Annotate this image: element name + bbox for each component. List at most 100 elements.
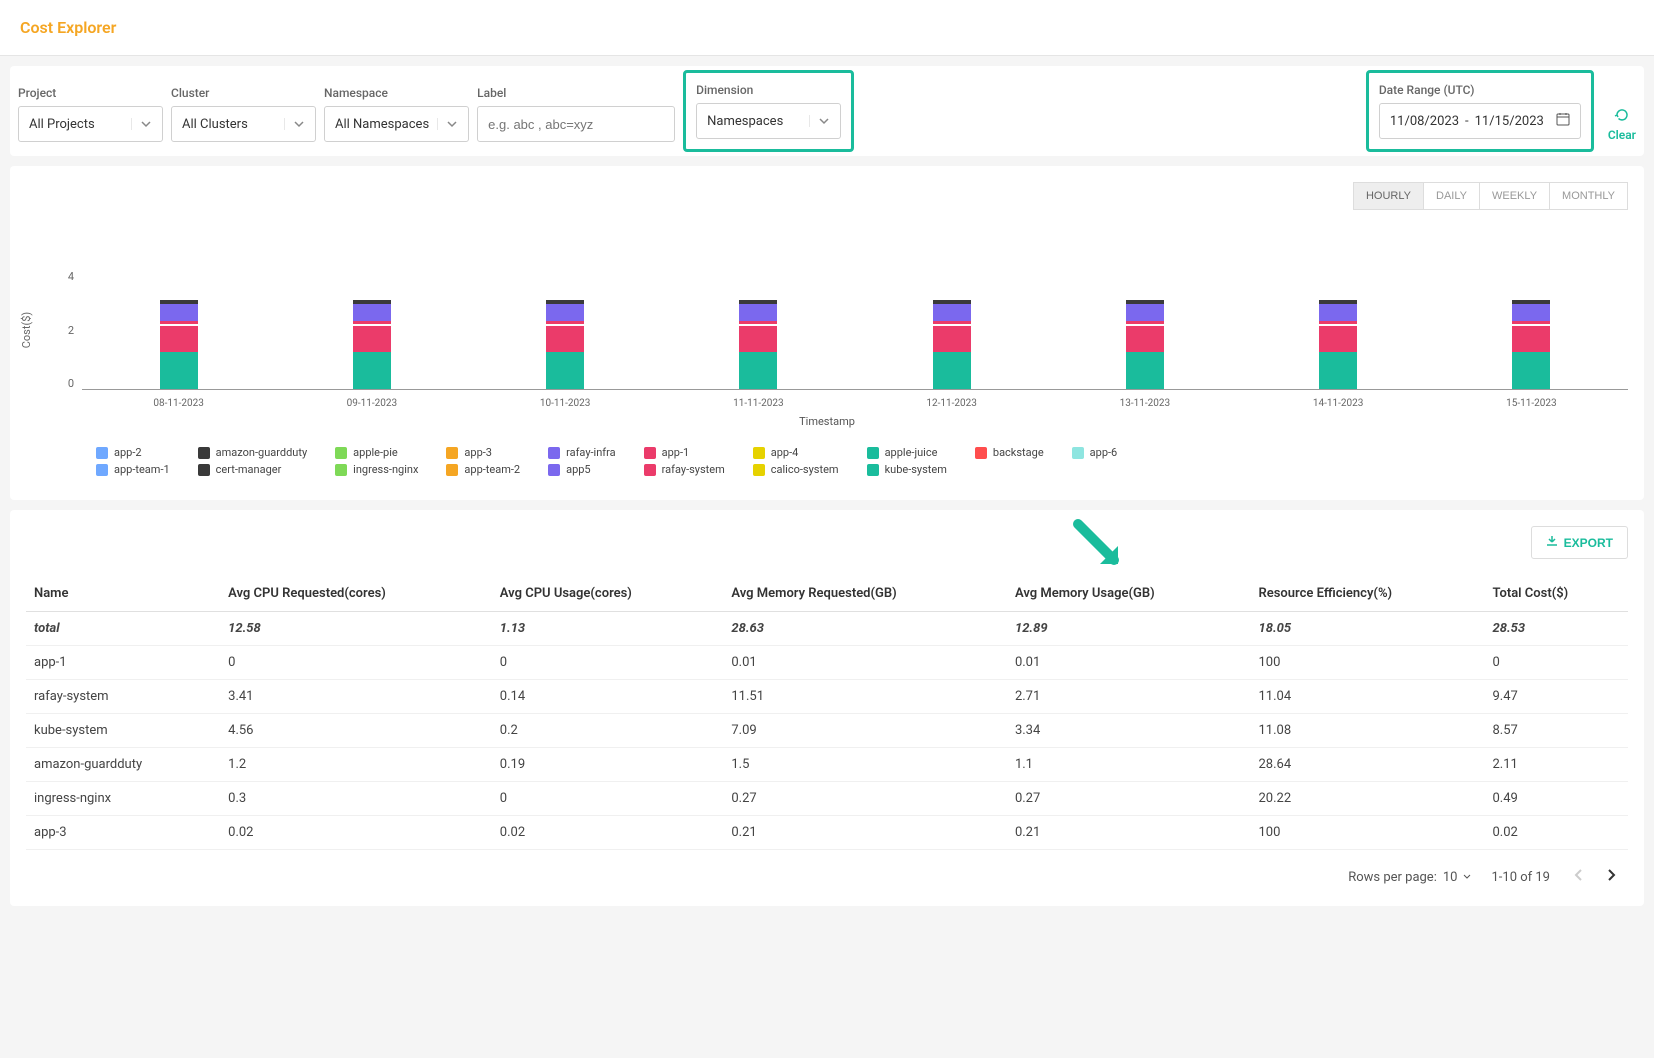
legend-item[interactable]: cert-manager: [198, 463, 308, 476]
table-cell: total: [26, 612, 220, 646]
dimension-select[interactable]: Namespaces: [696, 103, 841, 139]
namespace-select[interactable]: All Namespaces: [324, 106, 469, 142]
daterange-input[interactable]: 11/08/2023 - 11/15/2023: [1379, 103, 1581, 139]
legend-swatch: [96, 464, 108, 476]
y-axis: Cost($) 4 2 0: [26, 270, 82, 390]
table-cell: 100: [1250, 646, 1484, 680]
cluster-select[interactable]: All Clusters: [171, 106, 316, 142]
project-value: All Projects: [29, 117, 95, 132]
granularity-weekly[interactable]: WEEKLY: [1479, 182, 1550, 210]
project-select[interactable]: All Projects: [18, 106, 163, 142]
bars-row: [82, 270, 1628, 390]
table-header[interactable]: Avg Memory Usage(GB): [1007, 576, 1251, 612]
table-cell: 0: [1484, 646, 1628, 680]
bar-column: [1318, 300, 1358, 389]
legend-item[interactable]: backstage: [975, 446, 1044, 459]
bar-stack[interactable]: [739, 300, 777, 389]
bar-column: [159, 300, 199, 389]
legend-item[interactable]: amazon-guardduty: [198, 446, 308, 459]
bar-stack[interactable]: [546, 300, 584, 389]
table-cell: amazon-guardduty: [26, 748, 220, 782]
legend-label: app5: [566, 463, 591, 476]
cost-table: NameAvg CPU Requested(cores)Avg CPU Usag…: [26, 576, 1628, 850]
legend: app-2 app-team-1 amazon-guardduty cert-mana…: [26, 428, 1628, 484]
bar-segment: [1512, 304, 1550, 321]
rows-per-page[interactable]: Rows per page: 10: [1348, 870, 1471, 885]
legend-swatch: [335, 447, 347, 459]
granularity-monthly[interactable]: MONTHLY: [1549, 182, 1628, 210]
bar-stack[interactable]: [1126, 300, 1164, 389]
legend-item[interactable]: app5: [548, 463, 616, 476]
filter-label: Label: [477, 86, 675, 100]
bar-stack[interactable]: [933, 300, 971, 389]
legend-item[interactable]: apple-juice: [867, 446, 947, 459]
table-cell: 0.27: [1007, 782, 1251, 816]
legend-item[interactable]: app-6: [1072, 446, 1118, 459]
table-row: total12.581.1328.6312.8918.0528.53: [26, 612, 1628, 646]
bar-segment: [1512, 326, 1550, 352]
legend-label: cert-manager: [216, 463, 282, 476]
table-cell: app-3: [26, 816, 220, 850]
granularity-hourly[interactable]: HOURLY: [1353, 182, 1424, 210]
bar-stack[interactable]: [1319, 300, 1357, 389]
next-page-button[interactable]: [1602, 864, 1620, 890]
table-cell: 100: [1250, 816, 1484, 850]
table-cell: 1.5: [723, 748, 1007, 782]
bar-stack[interactable]: [353, 300, 391, 389]
table-header[interactable]: Avg CPU Requested(cores): [220, 576, 492, 612]
bar-stack[interactable]: [160, 300, 198, 389]
bar-stack[interactable]: [1512, 300, 1550, 389]
legend-label: ingress-nginx: [353, 463, 418, 476]
legend-item[interactable]: app-3: [446, 446, 520, 459]
bar-segment: [933, 304, 971, 321]
bar-segment: [1512, 352, 1550, 390]
table-header[interactable]: Total Cost($): [1484, 576, 1628, 612]
label-input[interactable]: [477, 106, 675, 142]
table-header[interactable]: Resource Efficiency(%): [1250, 576, 1484, 612]
table-cell: 0.01: [1007, 646, 1251, 680]
table-cell: 1.1: [1007, 748, 1251, 782]
page-range: 1-10 of 19: [1491, 870, 1550, 885]
export-button[interactable]: EXPORT: [1531, 526, 1628, 559]
filter-namespace: Namespace All Namespaces: [324, 86, 469, 142]
legend-item[interactable]: app-team-1: [96, 463, 170, 476]
legend-item[interactable]: calico-system: [753, 463, 839, 476]
legend-item[interactable]: apple-pie: [335, 446, 418, 459]
table-body: total12.581.1328.6312.8918.0528.53app-10…: [26, 612, 1628, 850]
bar-segment: [739, 304, 777, 321]
chevron-down-icon: [131, 118, 152, 130]
legend-swatch: [753, 464, 765, 476]
legend-item[interactable]: app-2: [96, 446, 170, 459]
table-cell: 4.56: [220, 714, 492, 748]
legend-item[interactable]: app-4: [753, 446, 839, 459]
table-header[interactable]: Name: [26, 576, 220, 612]
bar-segment: [160, 304, 198, 321]
legend-item[interactable]: app-team-2: [446, 463, 520, 476]
legend-item[interactable]: app-1: [644, 446, 725, 459]
table-cell: 1.13: [492, 612, 724, 646]
table-header[interactable]: Avg Memory Requested(GB): [723, 576, 1007, 612]
granularity-daily[interactable]: DAILY: [1423, 182, 1480, 210]
legend-item[interactable]: rafay-infra: [548, 446, 616, 459]
page-nav: [1570, 864, 1620, 890]
x-tick: 12-11-2023: [926, 398, 977, 409]
clear-button[interactable]: Clear: [1608, 107, 1636, 142]
table-cell: 9.47: [1484, 680, 1628, 714]
table-cell: 0: [492, 646, 724, 680]
legend-swatch: [644, 464, 656, 476]
legend-swatch: [198, 447, 210, 459]
legend-item[interactable]: rafay-system: [644, 463, 725, 476]
table-header[interactable]: Avg CPU Usage(cores): [492, 576, 724, 612]
cluster-value: All Clusters: [182, 117, 248, 132]
legend-column: rafay-infra app5: [548, 446, 616, 476]
legend-label: apple-juice: [885, 446, 938, 459]
legend-swatch: [446, 447, 458, 459]
bar-segment: [1319, 304, 1357, 321]
table-cell: 0.49: [1484, 782, 1628, 816]
table-cell: 11.04: [1250, 680, 1484, 714]
prev-page-button[interactable]: [1570, 864, 1588, 890]
legend-label: app-3: [464, 446, 492, 459]
table-cell: 0: [220, 646, 492, 680]
legend-item[interactable]: ingress-nginx: [335, 463, 418, 476]
legend-item[interactable]: kube-system: [867, 463, 947, 476]
